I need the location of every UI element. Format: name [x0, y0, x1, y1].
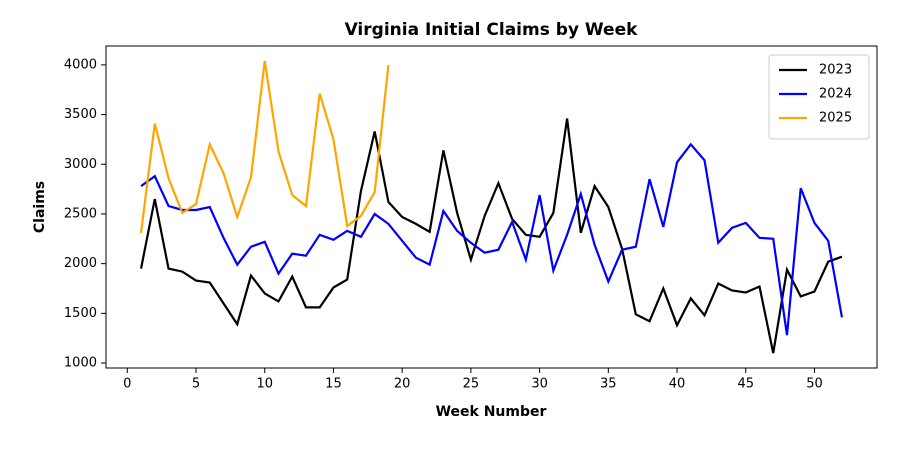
series-line [139, 118, 843, 354]
x-tick-label: 35 [600, 377, 617, 392]
legend-label: 2025 [819, 111, 852, 126]
y-axis-label: Claims [32, 181, 48, 233]
y-tick-label: 1000 [64, 356, 97, 371]
y-tick-label: 3000 [64, 157, 97, 172]
x-tick-label: 20 [394, 377, 411, 392]
x-tick-label: 30 [531, 377, 548, 392]
x-tick-label: 45 [737, 377, 754, 392]
x-tick-label: 0 [123, 377, 131, 392]
plot-frame [105, 45, 878, 369]
x-tick-label: 15 [325, 377, 342, 392]
x-axis-label: Week Number [436, 404, 547, 420]
y-tick-label: 1500 [64, 306, 97, 321]
x-tick-label: 40 [669, 377, 686, 392]
series-line [140, 142, 844, 336]
x-tick-label: 5 [192, 377, 200, 392]
legend-label: 2024 [819, 87, 852, 102]
y-tick-label: 2000 [64, 256, 97, 271]
y-tick-label: 4000 [64, 57, 97, 72]
x-tick-label: 25 [463, 377, 480, 392]
legend-label: 2023 [819, 63, 852, 78]
x-tick-label: 50 [806, 377, 823, 392]
y-tick-label: 2500 [64, 206, 97, 221]
x-tick-label: 10 [256, 377, 273, 392]
chart-title: Virginia Initial Claims by Week [345, 20, 639, 40]
y-tick-label: 3500 [64, 107, 97, 122]
series-line [139, 60, 390, 233]
